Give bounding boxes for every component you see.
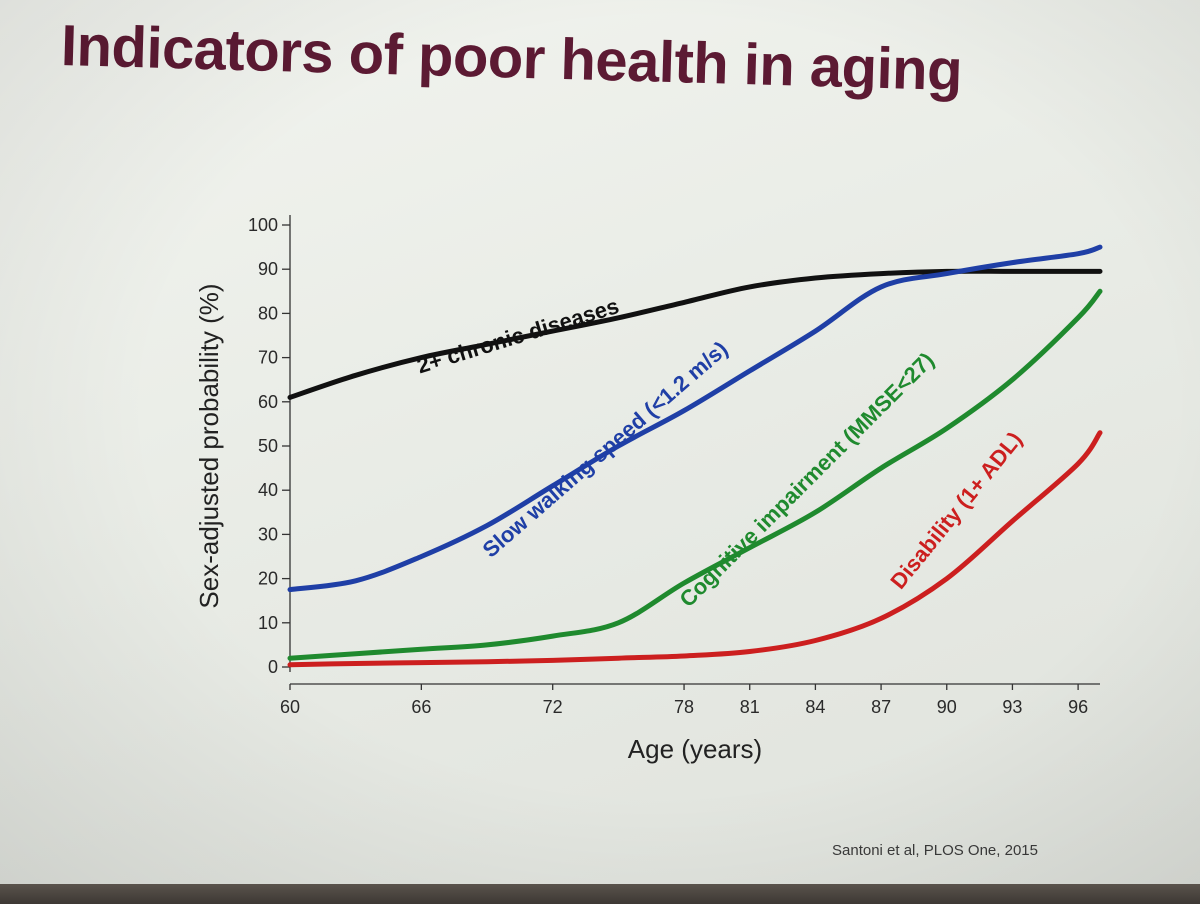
citation: Santoni et al, PLOS One, 2015	[832, 842, 1038, 859]
slow-walking-line	[287, 244, 1103, 593]
y-tick-label: 60	[258, 392, 278, 412]
slow-walking-label: Slow walking speed (<1.2 m/s)	[478, 336, 733, 562]
x-tick-label: 96	[1068, 697, 1088, 717]
y-tick-label: 100	[248, 215, 278, 235]
chart-lines	[287, 244, 1103, 668]
chart-axes: 0 10 20 30 40 50 60 70 80 90 100 60 66 72 78 81 84 87 90 93…	[194, 215, 1100, 764]
y-tick-label: 50	[258, 436, 278, 456]
x-tick-label: 78	[674, 697, 694, 717]
x-tick-label: 72	[543, 697, 563, 717]
x-tick-label: 60	[280, 697, 300, 717]
y-tick-label: 70	[258, 348, 278, 368]
chronic-diseases-line	[287, 268, 1103, 400]
y-axis-title: Sex-adjusted probability (%)	[194, 283, 224, 608]
y-tick-label: 80	[258, 303, 278, 323]
disability-line	[287, 430, 1103, 668]
y-tick-label: 10	[258, 613, 278, 633]
monitor-bezel	[0, 884, 1200, 904]
x-tick-label: 87	[871, 697, 891, 717]
x-tick-label: 90	[937, 697, 957, 717]
cognitive-impairment-line	[287, 288, 1103, 661]
y-tick-label: 20	[258, 569, 278, 589]
x-tick-label: 84	[805, 697, 825, 717]
y-tick-label: 0	[268, 657, 278, 677]
x-tick-label: 93	[1002, 697, 1022, 717]
x-axis-title: Age (years)	[628, 734, 762, 764]
y-tick-label: 30	[258, 524, 278, 544]
y-tick-label: 40	[258, 480, 278, 500]
x-tick-label: 66	[411, 697, 431, 717]
x-tick-label: 81	[740, 697, 760, 717]
y-tick-label: 90	[258, 259, 278, 279]
chronic-diseases-label: 2+ chronic diseases	[414, 293, 622, 378]
